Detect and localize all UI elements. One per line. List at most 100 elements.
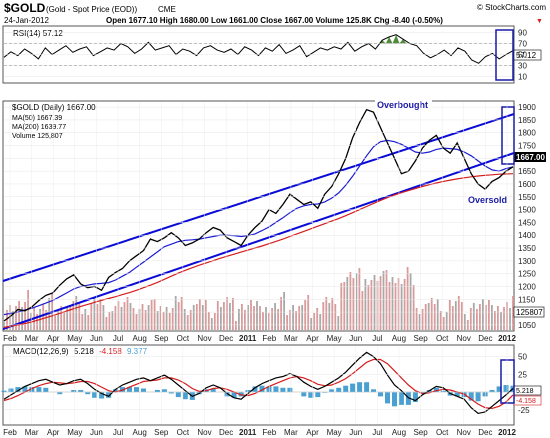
volume-bar <box>334 304 337 330</box>
macd-x-tick-13: Mar <box>284 428 298 437</box>
price-y-tick-1: 1850 <box>518 116 536 125</box>
macd-x-tick-5: Jul <box>113 428 123 437</box>
macd-legend-macd: 5.218 <box>74 347 95 356</box>
volume-bar <box>207 312 210 330</box>
price-x-tick-21: Nov <box>457 334 471 343</box>
volume-value-box <box>513 306 545 318</box>
price-x-tick-13: Mar <box>284 334 298 343</box>
macd-hist-bar <box>371 389 376 393</box>
price-y-tick-13: 1250 <box>518 270 536 279</box>
volume-bar <box>274 303 276 330</box>
volume-bar <box>186 315 189 330</box>
macd-signal-line <box>3 358 514 410</box>
macd-hist-bar <box>266 386 272 393</box>
macd-x-tick-6: Aug <box>133 428 147 437</box>
volume-bar <box>45 310 48 330</box>
price-x-tick-20: Oct <box>436 334 449 343</box>
macd-hist-bar <box>503 385 509 393</box>
volume-bar <box>292 305 294 330</box>
volume-bar <box>18 301 20 330</box>
macd-hist-bar <box>336 387 342 393</box>
price-x-tick-2: Apr <box>47 334 60 343</box>
volume-bar <box>21 307 23 330</box>
macd-hist-bar <box>350 383 356 393</box>
volume-bar <box>204 300 207 330</box>
volume-bar <box>153 299 156 330</box>
volume-bar <box>238 309 240 330</box>
rsi-y-axis: 90 70 50 30 10 <box>4 29 527 82</box>
macd-x-tick-9: Nov <box>197 428 211 437</box>
volume-bar <box>63 312 66 330</box>
volume-bar <box>307 295 310 330</box>
overbought-label-box <box>375 98 432 110</box>
macd-hist-bar <box>36 387 42 393</box>
macd-hist-bar <box>29 387 35 393</box>
macd-hist-bar <box>440 390 446 393</box>
macd-hist-bar <box>231 392 237 398</box>
lower-trendline <box>2 152 515 330</box>
macd-hist-bar <box>161 389 167 393</box>
volume-bar <box>406 267 409 330</box>
volume-bar <box>189 310 192 330</box>
macd-hist-bar <box>71 390 77 393</box>
macd-x-tick-1: Mar <box>25 428 39 437</box>
macd-x-tick-22: Dec <box>478 428 492 437</box>
volume-bar <box>171 308 174 330</box>
rsi-line <box>3 34 514 64</box>
volume-bar <box>247 305 249 330</box>
volume-bar <box>289 310 291 330</box>
volume-bar <box>210 318 213 330</box>
macd-hist-bar <box>43 387 49 393</box>
price-value-box <box>514 152 546 162</box>
volume-bar <box>394 283 397 330</box>
macd-hist-bar <box>315 392 321 398</box>
volume-bar <box>509 308 511 330</box>
macd-x-tick-8: Oct <box>177 428 190 437</box>
macd-hist-bar <box>329 389 335 393</box>
price-frame <box>2 100 515 332</box>
volume-bar <box>322 302 325 330</box>
price-x-tick-22: Dec <box>478 334 492 343</box>
volume-bar <box>183 309 186 330</box>
macd-legend-hist: 9.377 <box>127 347 148 356</box>
volume-bar <box>232 298 234 330</box>
price-x-tick-15: May <box>327 334 342 343</box>
volume-bar <box>24 302 26 330</box>
volume-bar <box>373 275 376 330</box>
volume-bar <box>15 306 17 330</box>
volume-bar <box>229 303 231 330</box>
price-y-tick-0: 1900 <box>518 103 536 112</box>
price-y-tick-14: 1200 <box>518 282 536 291</box>
macd-hist-bar <box>141 388 146 392</box>
price-x-axis: Feb Mar Apr May Jun Jul Aug Sep Oct Nov Dec 2011 Feb… <box>3 102 516 343</box>
macd-hist-bar <box>322 392 328 393</box>
macd-legend-signal: -4.158 <box>99 347 122 356</box>
volume-bar <box>144 310 147 330</box>
price-title: $GOLD (Daily) 1667.00 <box>12 103 96 112</box>
volume-bar <box>201 305 204 330</box>
macd-hist-bar <box>280 387 286 393</box>
volume-bar <box>421 309 424 330</box>
volume-bar <box>316 308 319 330</box>
volume-legend: Volume 125,807 <box>12 133 63 140</box>
volume-bar <box>235 321 237 330</box>
macd-x-tick-21: Nov <box>457 428 471 437</box>
price-y-tick-5: 1650 <box>518 167 536 176</box>
volume-bar <box>168 313 171 330</box>
macd-hist-bar <box>419 392 425 394</box>
volume-bar <box>430 298 433 330</box>
price-x-tick-23: 2012 <box>498 334 516 343</box>
price-x-tick-19: Sep <box>413 334 428 343</box>
volume-bar <box>90 303 93 330</box>
volume-bar <box>27 290 29 330</box>
macd-hist-bar <box>245 390 251 393</box>
volume-bar <box>81 314 84 330</box>
macd-x-tick-20: Oct <box>436 428 449 437</box>
macd-x-tick-11: 2011 <box>239 428 257 437</box>
volume-bar <box>397 278 400 330</box>
volume-bar <box>87 315 90 330</box>
volume-bar <box>319 314 322 330</box>
volume-bar <box>427 303 430 330</box>
rsi-y-tick-3: 30 <box>518 62 527 71</box>
macd-x-tick-23: 2012 <box>498 428 516 437</box>
